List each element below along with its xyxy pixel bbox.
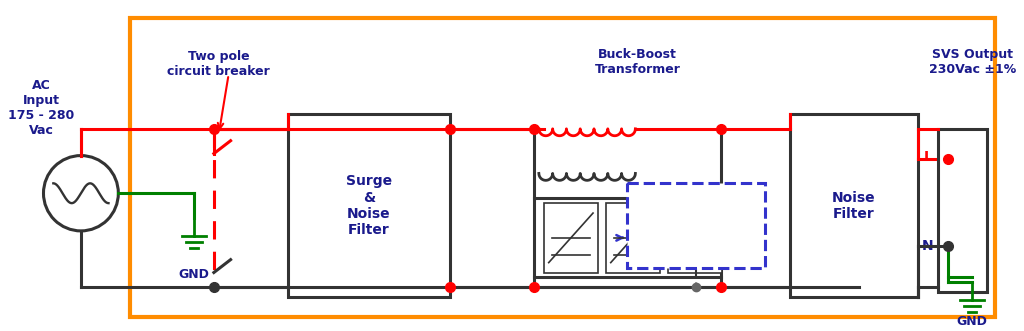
Text: Two pole
circuit breaker: Two pole circuit breaker [167, 50, 270, 77]
Text: GND: GND [956, 315, 987, 328]
Bar [668, 203, 722, 272]
FancyBboxPatch shape [628, 183, 765, 267]
Bar [606, 203, 660, 272]
Text: SVS Output
230Vac ±1%: SVS Output 230Vac ±1% [929, 48, 1016, 75]
Text: GND: GND [179, 267, 210, 281]
Text: L: L [924, 150, 932, 164]
Text: AC
Input
175 - 280
Vac: AC Input 175 - 280 Vac [8, 79, 75, 137]
Bar [938, 129, 987, 292]
Text: Surge
&
Noise
Filter: Surge & Noise Filter [346, 174, 392, 237]
Text: Micro
Processor
Control: Micro Processor Control [662, 204, 731, 247]
Text: Buck-Boost
Transformer: Buck-Boost Transformer [594, 48, 680, 75]
Bar [790, 114, 919, 297]
Text: N: N [922, 239, 934, 253]
Bar [288, 114, 451, 297]
Text: Noise
Filter: Noise Filter [833, 191, 876, 221]
Bar [544, 203, 598, 272]
Bar [534, 198, 721, 277]
